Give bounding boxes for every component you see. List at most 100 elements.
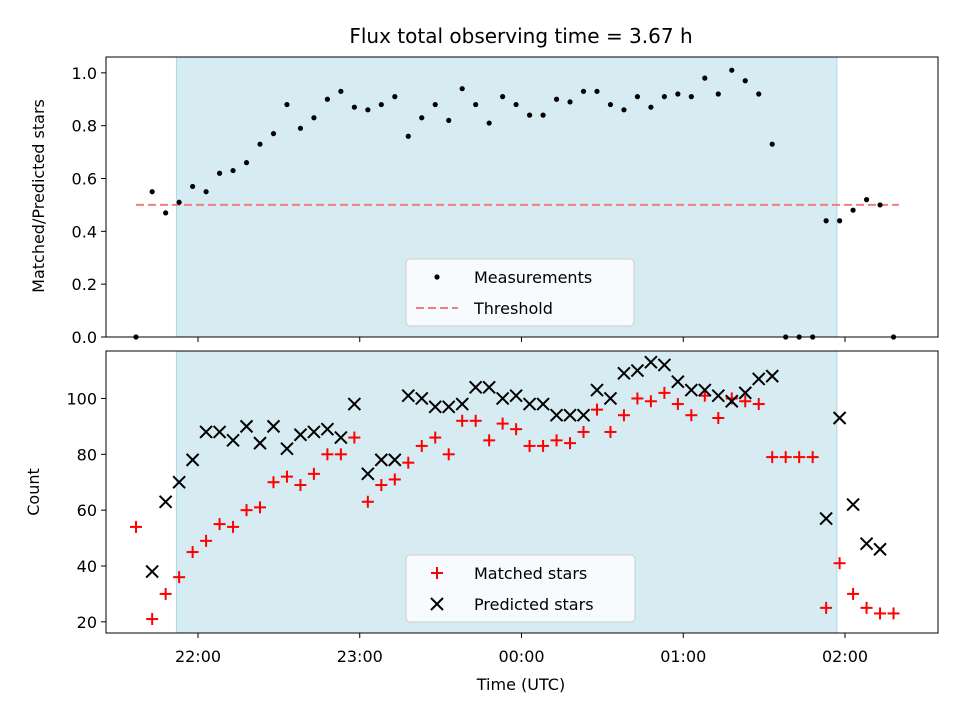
matched-star-point <box>833 557 846 570</box>
measurement-point <box>378 101 384 108</box>
predicted-star-point <box>509 388 523 403</box>
predicted-star-point <box>239 419 254 434</box>
y-tick-label: 1.0 <box>72 64 97 83</box>
matched-star-point <box>348 431 361 444</box>
legend-matched-marker <box>431 567 443 579</box>
predicted-star-point <box>873 542 887 556</box>
matched-star-point <box>537 439 550 452</box>
predicted-star-point <box>347 397 362 411</box>
matched-star-point <box>456 414 469 427</box>
ratio-y-ticks: 0.0 0.2 0.4 0.6 0.8 1.0 <box>72 64 106 347</box>
predicted-star-point <box>428 400 442 414</box>
measurement-point <box>877 202 883 208</box>
measurement-point <box>432 101 438 108</box>
matched-star-point <box>564 437 577 450</box>
matched-star-point <box>887 607 900 620</box>
predicted-star-point <box>320 422 335 436</box>
measurement-point <box>500 94 506 100</box>
predicted-star-point <box>563 408 577 422</box>
legend-predicted-label: Predicted stars <box>474 595 594 614</box>
measurement-point <box>607 101 614 108</box>
predicted-star-point <box>415 391 429 406</box>
y-tick-label: 40 <box>77 557 97 576</box>
matched-star-point <box>510 423 523 436</box>
matched-star-point <box>388 473 401 486</box>
predicted-star-point <box>603 391 618 406</box>
legend-predicted-marker <box>430 597 444 611</box>
measurement-point <box>769 141 775 147</box>
predicted-star-point <box>226 433 240 448</box>
measurement-point <box>850 207 856 213</box>
measurement-point <box>526 112 533 118</box>
measurement-point <box>311 115 317 121</box>
matched-star-point <box>860 601 873 614</box>
count-panel: 20 40 60 80 100 22:00 23:00 00:00 01:00 02:00 Co… <box>24 350 939 694</box>
measurement-point <box>742 78 748 84</box>
predicted-star-point <box>859 536 874 551</box>
measurement-point <box>621 107 627 113</box>
predicted-star-point <box>752 372 766 386</box>
matched-star-point <box>712 412 725 425</box>
predicted-star-point <box>617 366 631 381</box>
matched-star-point <box>240 504 253 517</box>
matched-star-point <box>280 470 293 483</box>
measurement-point <box>567 99 573 105</box>
matched-star-point <box>793 451 806 464</box>
matched-star-point <box>402 456 415 469</box>
predicted-star-point <box>199 425 213 439</box>
y-tick-label: 0.4 <box>72 222 97 241</box>
matched-star-point <box>429 431 442 444</box>
predicted-star-point <box>846 497 860 512</box>
measurement-point <box>634 94 641 100</box>
y-tick-label: 0.2 <box>72 275 97 294</box>
measurement-point <box>297 125 304 131</box>
matched-star-point <box>820 601 833 614</box>
measurement-point <box>176 199 182 205</box>
matched-star-point <box>550 434 563 447</box>
measurement-point <box>338 88 344 94</box>
ratio-legend: Measurements Threshold <box>405 258 635 327</box>
measurement-point <box>351 104 357 110</box>
chart-title: Flux total observing time = 3.67 h <box>349 24 692 48</box>
measurement-point <box>270 131 277 137</box>
measurement-point <box>837 218 843 224</box>
matched-star-point <box>186 546 199 559</box>
matched-star-point <box>227 520 240 533</box>
legend-matched-label: Matched stars <box>474 564 587 583</box>
count-y-axis-label: Count <box>24 468 43 516</box>
measurement-point <box>580 88 587 94</box>
measurement-point <box>203 189 209 195</box>
measurement-point <box>243 160 250 166</box>
predicted-star-point <box>657 358 672 372</box>
matched-star-point <box>752 398 765 411</box>
predicted-star-point <box>495 391 510 406</box>
x-tick-label: 01:00 <box>660 647 706 666</box>
predicted-star-point <box>832 411 847 425</box>
measurement-point <box>553 96 560 102</box>
matched-star-point <box>577 425 590 438</box>
matched-star-point <box>779 451 792 464</box>
predicted-star-point <box>671 375 685 389</box>
measurement-point <box>419 115 425 121</box>
predicted-star-point <box>145 564 159 579</box>
measurement-points <box>133 67 897 340</box>
measurement-point <box>392 94 398 100</box>
y-tick-label: 100 <box>66 389 97 408</box>
matched-star-point <box>523 439 536 452</box>
legend-threshold-label: Threshold <box>473 299 553 318</box>
measurement-point <box>702 75 708 81</box>
measurement-point <box>513 101 519 108</box>
predicted-star-point <box>172 475 186 489</box>
y-tick-label: 20 <box>77 613 97 632</box>
measurement-point <box>729 67 735 73</box>
matched-star-point <box>590 403 603 416</box>
matched-star-point <box>496 417 509 430</box>
y-tick-label: 60 <box>77 501 97 520</box>
count-legend: Matched stars Predicted stars <box>405 554 636 623</box>
matched-star-point <box>658 386 671 399</box>
predicted-star-point <box>401 388 415 403</box>
matched-star-point <box>213 518 226 531</box>
predicted-star-point <box>644 355 658 369</box>
matched-star-point <box>847 587 860 600</box>
legend-box <box>405 258 635 327</box>
